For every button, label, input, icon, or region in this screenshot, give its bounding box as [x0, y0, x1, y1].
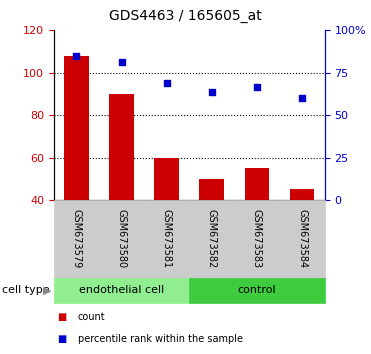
- Text: GSM673581: GSM673581: [162, 209, 172, 269]
- Point: [254, 85, 260, 90]
- Bar: [109, 94, 134, 200]
- Text: ■: ■: [58, 312, 67, 322]
- Bar: [290, 189, 315, 200]
- Point: [73, 53, 79, 58]
- Text: endothelial cell: endothelial cell: [79, 285, 164, 295]
- Bar: [154, 158, 179, 200]
- Point: [164, 80, 170, 86]
- Bar: [199, 179, 224, 200]
- Text: GSM673584: GSM673584: [297, 209, 307, 269]
- Bar: [244, 168, 269, 200]
- Text: GSM673583: GSM673583: [252, 209, 262, 269]
- Point: [119, 59, 125, 65]
- Point: [299, 95, 305, 101]
- Text: GSM673579: GSM673579: [71, 209, 81, 269]
- Point: [209, 89, 215, 95]
- Text: GSM673582: GSM673582: [207, 209, 217, 269]
- Text: cell type: cell type: [2, 285, 49, 295]
- Text: GSM673580: GSM673580: [116, 209, 127, 269]
- Text: ■: ■: [58, 333, 67, 343]
- Text: count: count: [78, 312, 105, 322]
- Text: control: control: [237, 285, 276, 295]
- Text: GDS4463 / 165605_at: GDS4463 / 165605_at: [109, 9, 262, 23]
- Bar: [64, 56, 89, 200]
- Text: percentile rank within the sample: percentile rank within the sample: [78, 333, 243, 343]
- Text: ▶: ▶: [43, 285, 51, 295]
